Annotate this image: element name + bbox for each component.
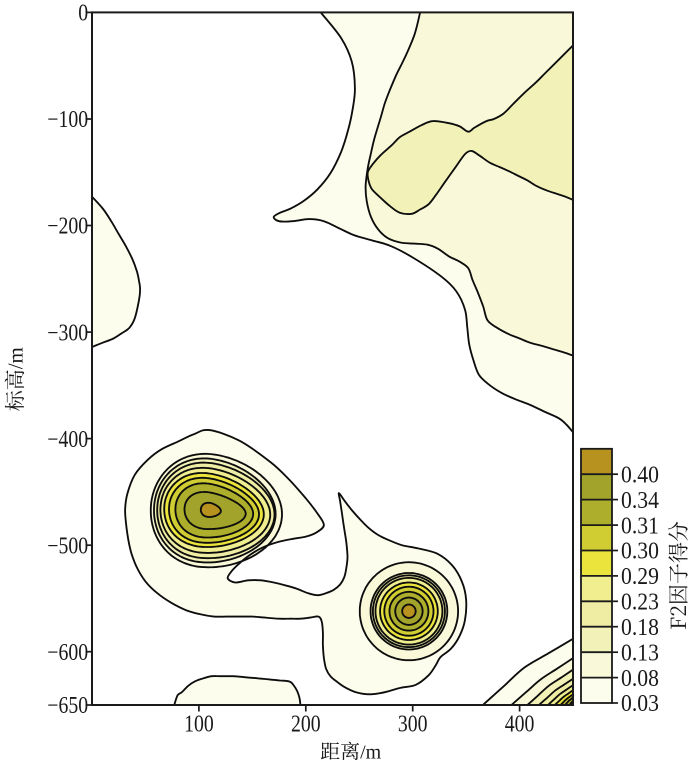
svg-text:0.03: 0.03 <box>621 690 659 716</box>
svg-text:0.34: 0.34 <box>621 487 659 513</box>
svg-text:0.08: 0.08 <box>621 665 659 691</box>
svg-text:−300: −300 <box>47 320 88 346</box>
svg-text:200: 200 <box>291 711 321 737</box>
svg-text:−500: −500 <box>47 533 88 559</box>
svg-text:0.29: 0.29 <box>621 563 659 589</box>
svg-text:−100: −100 <box>47 107 88 133</box>
svg-text:300: 300 <box>398 711 428 737</box>
svg-text:100: 100 <box>184 711 214 737</box>
svg-text:0.18: 0.18 <box>621 614 659 640</box>
svg-text:/m: /m <box>360 742 382 764</box>
svg-text:−600: −600 <box>47 639 88 665</box>
svg-text:0.40: 0.40 <box>621 461 659 487</box>
svg-text:0.31: 0.31 <box>621 512 659 538</box>
svg-text:−400: −400 <box>47 426 88 452</box>
svg-text:0: 0 <box>78 0 88 26</box>
svg-text:0.30: 0.30 <box>621 538 659 564</box>
svg-text:−200: −200 <box>47 213 88 239</box>
svg-text:/m: /m <box>4 347 28 369</box>
svg-text:0.23: 0.23 <box>621 589 659 615</box>
svg-text:0.13: 0.13 <box>621 639 659 665</box>
svg-text:400: 400 <box>505 711 535 737</box>
svg-text:−650: −650 <box>47 693 88 719</box>
